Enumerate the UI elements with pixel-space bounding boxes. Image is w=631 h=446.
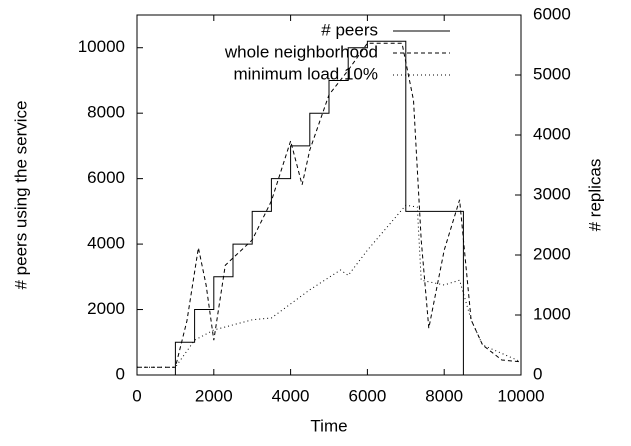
x-tick-label: 6000 xyxy=(348,386,386,405)
y-tick-label: 4000 xyxy=(87,234,125,253)
y-tick-label: 6000 xyxy=(87,168,125,187)
x-tick-label: 0 xyxy=(132,386,141,405)
y2-tick-label: 1000 xyxy=(533,304,571,323)
y-tick-label: 8000 xyxy=(87,103,125,122)
series-line xyxy=(137,42,522,368)
x-tick-label: 4000 xyxy=(272,386,310,405)
y2-tick-label: 4000 xyxy=(533,124,571,143)
y-tick-label: 2000 xyxy=(87,299,125,318)
x-tick-label: 8000 xyxy=(425,386,463,405)
x-tick-label: 10000 xyxy=(497,386,544,405)
x-tick-label: 2000 xyxy=(195,386,233,405)
legend-label: # peers xyxy=(321,20,378,39)
y2-tick-label: 2000 xyxy=(533,244,571,263)
y-axis-label: # peers using the service xyxy=(11,101,30,290)
series-line xyxy=(137,40,464,376)
series-line xyxy=(137,204,522,368)
y2-tick-label: 6000 xyxy=(533,4,571,23)
y-tick-label: 10000 xyxy=(78,37,125,56)
legend-label: minimum load 10% xyxy=(233,64,378,83)
legend-label: whole neighborhood xyxy=(224,42,378,61)
y-tick-label: 0 xyxy=(116,364,125,383)
y2-tick-label: 0 xyxy=(533,364,542,383)
x-axis-label: Time xyxy=(310,416,347,435)
y2-axis-label: # replicas xyxy=(585,159,604,232)
y2-tick-label: 3000 xyxy=(533,184,571,203)
y2-tick-label: 5000 xyxy=(533,64,571,83)
